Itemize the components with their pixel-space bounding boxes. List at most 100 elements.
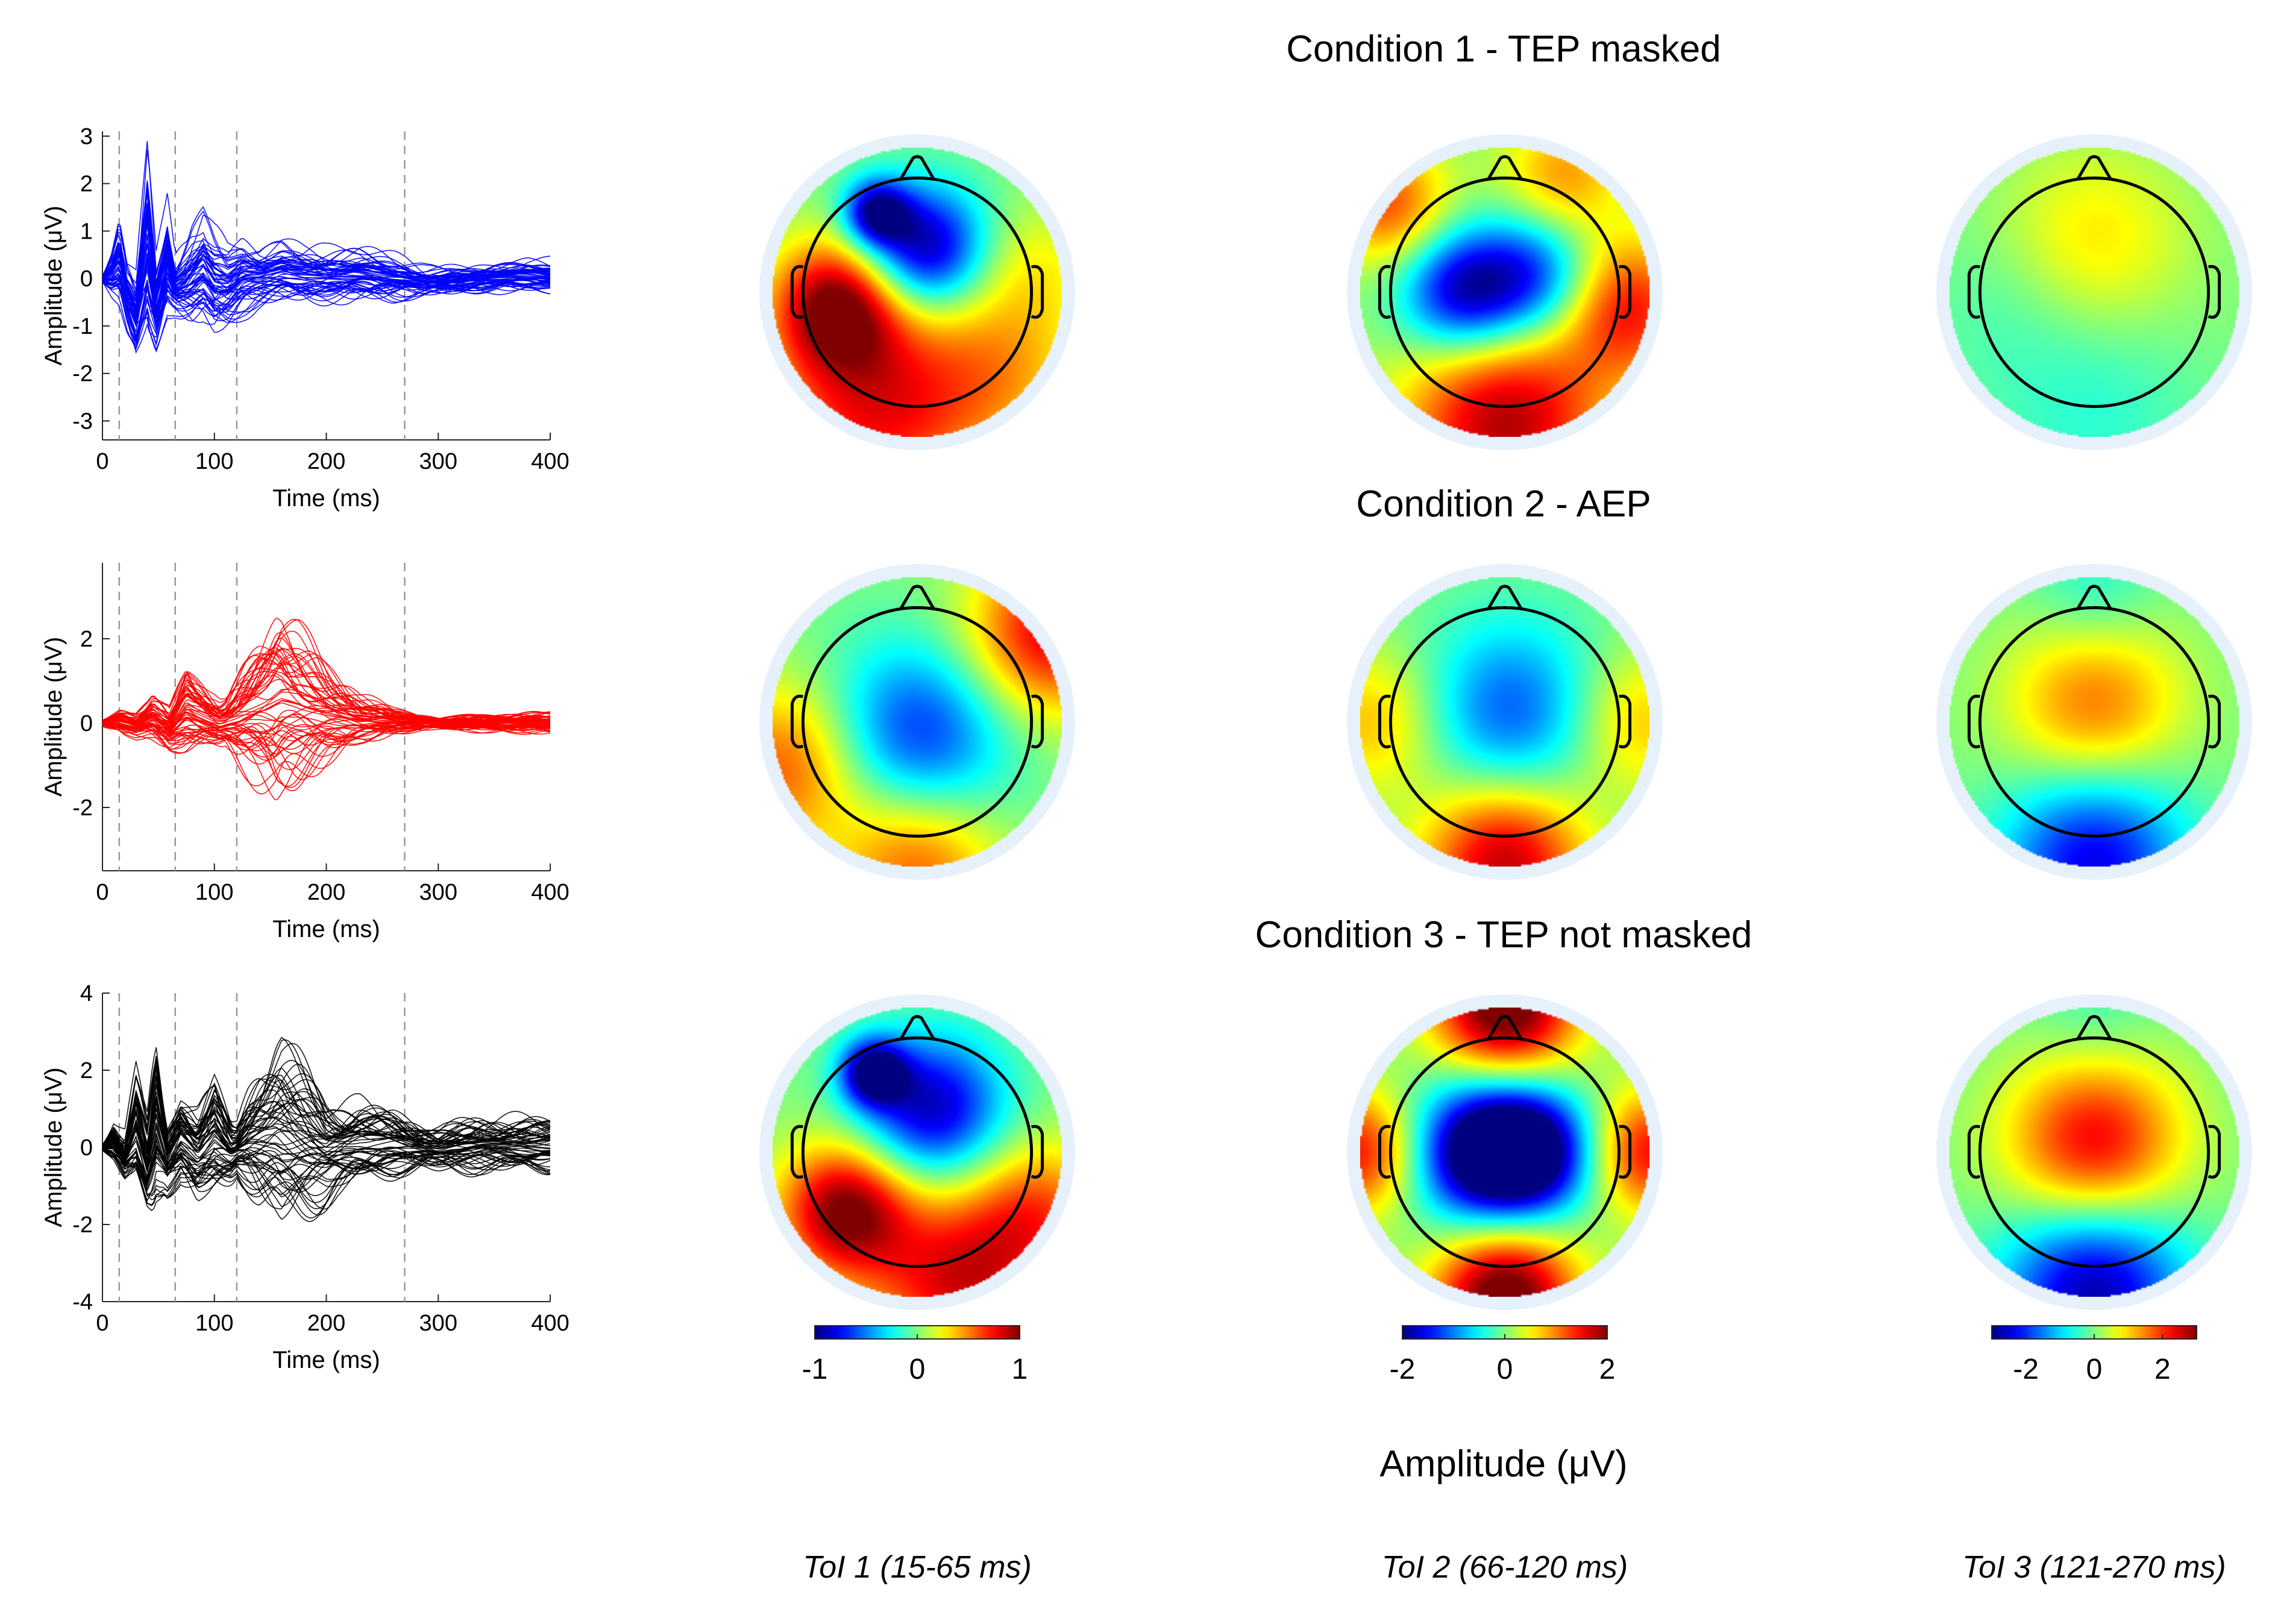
colorbar-label: Amplitude (μV): [1379, 1443, 1627, 1485]
y-tick-label: -3: [72, 409, 93, 434]
channel-trace: [102, 216, 550, 311]
channel-traces: [102, 141, 550, 354]
channel-trace: [102, 1149, 550, 1210]
right-ear-icon: [2207, 1124, 2221, 1179]
nose-icon: [1486, 1015, 1523, 1041]
x-tick-label: 100: [195, 880, 233, 905]
y-tick-label: -2: [72, 1212, 93, 1238]
channel-trace: [102, 684, 550, 724]
colorbar-tick-label: -2: [2013, 1353, 2039, 1385]
channel-trace: [102, 193, 550, 304]
y-tick-label: -2: [72, 795, 93, 821]
nose-icon: [2076, 1015, 2113, 1041]
x-tick-label: 400: [531, 1311, 569, 1336]
x-tick-label: 300: [419, 1311, 457, 1336]
channel-trace: [102, 657, 550, 723]
y-tick-label: 0: [80, 711, 93, 736]
channel-trace: [102, 1146, 550, 1196]
y-tick-label: 2: [80, 172, 93, 197]
channel-trace: [102, 149, 550, 303]
channel-trace: [102, 1061, 550, 1158]
y-axis-label: Amplitude (μV): [40, 637, 67, 797]
nose-icon: [899, 1015, 936, 1041]
left-ear-icon: [790, 1124, 804, 1179]
topoplot-map: [1950, 577, 2239, 867]
topoplot: [1347, 994, 1663, 1310]
right-ear-icon: [1618, 1124, 1632, 1179]
channel-trace: [102, 647, 550, 734]
x-tick-label: 200: [307, 880, 345, 905]
nose-icon: [899, 585, 936, 610]
toi-label: ToI 1 (15-65 ms): [803, 1550, 1032, 1585]
channel-trace: [102, 281, 550, 351]
x-tick-label: 100: [195, 449, 233, 474]
channel-trace: [102, 1149, 550, 1203]
channel-trace: [102, 1098, 550, 1155]
channel-trace: [102, 1112, 550, 1167]
x-tick-label: 0: [96, 1311, 108, 1336]
topoplot: [1347, 134, 1663, 450]
head-outline: [1388, 606, 1621, 838]
right-ear-icon: [1618, 694, 1632, 748]
channel-trace: [102, 1079, 550, 1153]
channel-trace: [102, 1129, 550, 1173]
head-outline: [1978, 1036, 2211, 1268]
channel-trace: [102, 1096, 550, 1153]
y-tick-label: -2: [72, 362, 93, 387]
toi-label: ToI 3 (121-270 ms): [1962, 1550, 2226, 1585]
channel-traces: [102, 1036, 550, 1222]
right-ear-icon: [1031, 265, 1044, 319]
channel-trace: [102, 726, 550, 787]
topoplot-map: [1360, 1008, 1649, 1297]
channel-trace: [102, 216, 550, 307]
channel-trace: [102, 1147, 550, 1185]
colorbar-tick-label: 0: [909, 1353, 926, 1385]
head-outline: [1388, 176, 1621, 409]
channel-trace: [102, 1148, 550, 1197]
channel-trace: [102, 187, 550, 295]
right-ear-icon: [1618, 265, 1632, 319]
butterfly-plot: 0 100 200 300 400 -3 -2 -1 0 1 2 3 Time (ms) Amplitud…: [40, 124, 570, 512]
topoplot-map: [1360, 148, 1649, 437]
y-tick-label: 4: [80, 981, 93, 1006]
nose-icon: [1486, 155, 1523, 181]
condition-title: Condition 3 - TEP not masked: [1255, 914, 1752, 956]
left-ear-icon: [1967, 1124, 1981, 1179]
colorbar-tick-label: 2: [1599, 1353, 1616, 1385]
topoplot-map: [773, 1008, 1062, 1297]
y-axis-label: Amplitude (μV): [40, 1067, 67, 1227]
y-tick-label: 1: [80, 219, 93, 244]
x-axis-label: Time (ms): [272, 1347, 380, 1373]
head-outline: [801, 606, 1034, 838]
left-ear-icon: [1967, 265, 1981, 319]
x-tick-label: 300: [419, 449, 457, 474]
x-tick-label: 400: [531, 449, 569, 474]
colorbar: -2 0 2: [1390, 1325, 1616, 1385]
y-tick-label: 0: [80, 1135, 93, 1161]
colorbar-tick-label: -1: [802, 1353, 828, 1385]
nose-icon: [899, 155, 936, 181]
channel-trace: [102, 278, 550, 325]
x-tick-label: 200: [307, 449, 345, 474]
condition-title: Condition 1 - TEP masked: [1286, 28, 1721, 70]
butterfly-plot: 0 100 200 300 400 -4 -2 0 2 4 Time (ms) Amplitude (…: [40, 981, 570, 1373]
channel-trace: [102, 705, 550, 733]
y-tick-label: 2: [80, 1058, 93, 1083]
colorbar-tick-label: 0: [2086, 1353, 2103, 1385]
head-outline: [801, 1036, 1034, 1268]
topoplot-map: [773, 577, 1062, 867]
channel-trace: [102, 1056, 550, 1158]
channel-trace: [102, 1058, 550, 1149]
channel-trace: [102, 260, 550, 321]
topoplot: [759, 994, 1075, 1310]
right-ear-icon: [1031, 1124, 1044, 1179]
channel-trace: [102, 266, 550, 313]
right-ear-icon: [2207, 265, 2221, 319]
colorbar-tick-label: 0: [1497, 1353, 1513, 1385]
colorbar-tick-label: 1: [1012, 1353, 1028, 1385]
topoplot-map: [1950, 1008, 2239, 1297]
colorbar-tick-label: 2: [2154, 1353, 2171, 1385]
channel-trace: [102, 1059, 550, 1152]
x-tick-label: 300: [419, 880, 457, 905]
right-ear-icon: [1031, 694, 1044, 748]
